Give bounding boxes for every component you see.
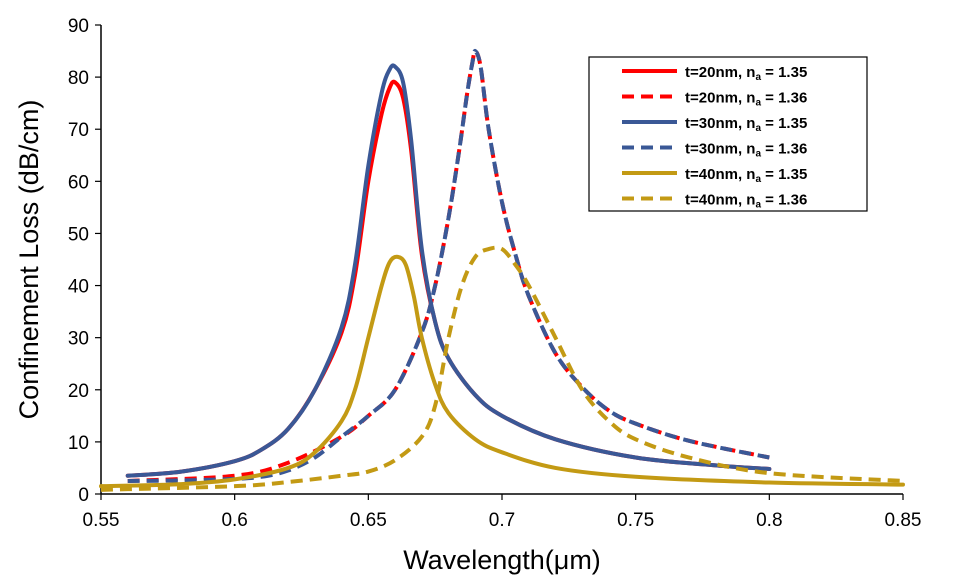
x-tick-label: 0.6 — [221, 510, 247, 531]
y-tick-label: 50 — [68, 224, 89, 245]
legend-label-1: t=20nm, na = 1.35 — [685, 64, 807, 83]
legend-label-subscript: a — [755, 123, 761, 134]
x-axis-title: Wavelength(μm) — [403, 545, 601, 575]
legend-label-value: = 1.35 — [761, 115, 807, 132]
tick-labels: 0 10 20 30 40 50 60 70 80 90 0.55 0.6 0.65 0.7 0.75 0.8… — [68, 16, 922, 531]
legend-label-main: t=20nm, n — [685, 64, 755, 81]
series-line-6 — [100, 245, 904, 492]
legend-label-main: t=40nm, n — [685, 192, 755, 209]
y-tick-label: 10 — [68, 433, 89, 454]
legend-label-subscript: a — [755, 98, 761, 109]
legend-label-subscript: a — [755, 149, 761, 160]
series-line-3 — [125, 63, 772, 478]
y-tick-label: 90 — [68, 16, 89, 37]
legend-label-main: t=40nm, n — [685, 166, 755, 183]
legend: t=20nm, na = 1.35t=20nm, na = 1.36t=30nm… — [588, 56, 868, 212]
legend-label-main: t=20nm, n — [685, 90, 755, 107]
legend-label-subscript: a — [755, 174, 761, 185]
legend-label-value: = 1.36 — [761, 192, 807, 209]
legend-label-2: t=20nm, na = 1.36 — [685, 90, 807, 109]
x-tick-label: 0.75 — [617, 510, 654, 531]
legend-label-6: t=40nm, na = 1.36 — [685, 192, 807, 211]
legend-label-value: = 1.36 — [761, 141, 807, 158]
axes — [95, 24, 904, 500]
x-tick-label: 0.85 — [885, 510, 922, 531]
legend-label-3: t=30nm, na = 1.35 — [685, 115, 807, 134]
x-tick-label: 0.8 — [756, 510, 782, 531]
legend-label-subscript: a — [755, 200, 761, 211]
series-layer — [99, 48, 905, 492]
y-tick-label: 60 — [68, 172, 89, 193]
legend-label-main: t=30nm, n — [685, 115, 755, 132]
y-tick-label: 30 — [68, 329, 89, 350]
y-tick-label: 20 — [68, 381, 89, 402]
legend-label-value: = 1.35 — [761, 166, 807, 183]
y-axis-title: Confinement Loss (dB/cm) — [14, 100, 44, 420]
x-tick-label: 0.55 — [83, 510, 120, 531]
legend-label-value: = 1.36 — [761, 90, 807, 107]
x-tick-label: 0.7 — [489, 510, 515, 531]
legend-label-main: t=30nm, n — [685, 141, 755, 158]
y-tick-label: 0 — [78, 485, 89, 506]
legend-label-5: t=40nm, na = 1.35 — [685, 166, 807, 185]
series-line-5 — [99, 254, 905, 489]
y-tick-label: 40 — [68, 277, 89, 298]
legend-label-value: = 1.35 — [761, 64, 807, 81]
x-tick-label: 0.65 — [350, 510, 387, 531]
legend-label-subscript: a — [755, 72, 761, 83]
y-tick-label: 70 — [68, 120, 89, 141]
legend-label-4: t=30nm, na = 1.36 — [685, 141, 807, 160]
y-tick-label: 80 — [68, 68, 89, 89]
legend-box — [588, 56, 868, 212]
